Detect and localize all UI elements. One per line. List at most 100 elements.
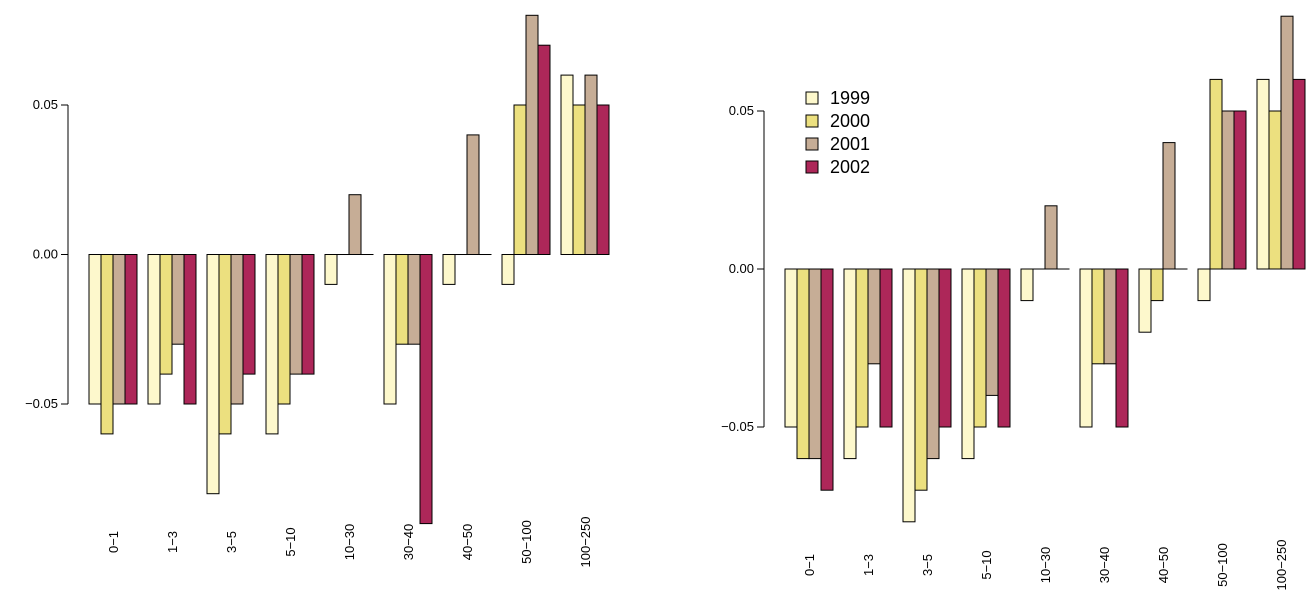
bar-1999-8 xyxy=(560,74,574,255)
bar-2002-3 xyxy=(997,268,1011,428)
bar-1999-5 xyxy=(1079,268,1093,428)
bar-2001-1 xyxy=(171,254,185,345)
bar-2000-5 xyxy=(1091,268,1105,365)
x-tick-label: 5−10 xyxy=(283,527,298,556)
bar-1999-6 xyxy=(1138,268,1152,333)
bar-2001-7 xyxy=(525,14,539,255)
bar-2001-4 xyxy=(348,194,362,255)
bar-2002-3 xyxy=(301,254,315,375)
chart-right: −0.05 0.00 0.05 0−1 1−3 3−5 5−10 10−30 30−40 40−5… xyxy=(721,15,1306,591)
bar-1999-1 xyxy=(147,254,161,405)
legend-swatch-2001 xyxy=(805,137,819,151)
bar-2002-7 xyxy=(537,44,551,256)
legend-label-2002: 2002 xyxy=(830,157,870,177)
bar-1999-6 xyxy=(442,254,456,285)
x-tick-label: 50−100 xyxy=(1215,543,1230,587)
bar-2000-2 xyxy=(914,268,928,491)
bar-2001-5 xyxy=(1103,268,1117,365)
bar-1999-8 xyxy=(1256,78,1270,270)
x-tick-label: 10−30 xyxy=(342,524,357,561)
x-tick-label: 40−50 xyxy=(1156,547,1171,584)
bar-2002-5 xyxy=(419,254,433,525)
bar-2000-3 xyxy=(973,268,987,428)
bar-2001-4 xyxy=(1044,205,1058,270)
bar-2002-5 xyxy=(1115,268,1129,428)
bar-2001-6 xyxy=(1162,142,1176,270)
y-tick-label: 0.05 xyxy=(729,103,754,118)
x-tick-label: 40−50 xyxy=(460,524,475,561)
bar-2002-0 xyxy=(124,254,138,405)
bar-2000-6 xyxy=(1150,268,1164,302)
bar-1999-0 xyxy=(784,268,798,428)
x-tick-label: 30−40 xyxy=(1097,547,1112,584)
bar-2001-1 xyxy=(867,268,881,365)
bar-1999-4 xyxy=(1020,268,1034,302)
bar-1999-2 xyxy=(206,254,220,495)
bar-2000-7 xyxy=(1209,78,1223,270)
bar-2000-3 xyxy=(277,254,291,405)
bar-1999-5 xyxy=(383,254,397,405)
bar-1999-7 xyxy=(1197,268,1211,302)
bar-1999-7 xyxy=(501,254,515,285)
y-tick-label: −0.05 xyxy=(25,396,58,411)
bar-2002-7 xyxy=(1233,110,1247,270)
x-tick-label: 30−40 xyxy=(401,524,416,561)
bar-2000-8 xyxy=(572,104,586,255)
x-tick-label: 100−250 xyxy=(578,517,593,568)
chart-left: −0.05 0.00 0.05 0−1 1−3 3−5 5−10 10−30 30−40 40−5… xyxy=(25,14,610,568)
y-tick-label: 0.00 xyxy=(33,247,58,262)
x-tick-label: 5−10 xyxy=(979,550,994,579)
x-tick-label: 1−3 xyxy=(165,531,180,553)
bar-2002-8 xyxy=(1292,78,1306,270)
bar-2001-0 xyxy=(808,268,822,460)
bar-2000-1 xyxy=(159,254,173,375)
bar-2000-0 xyxy=(796,268,810,460)
x-tick-label: 10−30 xyxy=(1038,547,1053,584)
legend: 1999 2000 2001 2002 xyxy=(805,88,870,177)
bar-2000-5 xyxy=(395,254,409,345)
bar-2001-2 xyxy=(926,268,940,460)
bar-2002-1 xyxy=(879,268,893,428)
y-tick-label: 0.00 xyxy=(729,261,754,276)
x-tick-label: 100−250 xyxy=(1274,540,1289,591)
bar-1999-1 xyxy=(843,268,857,460)
bar-2001-5 xyxy=(407,254,421,345)
bar-2002-2 xyxy=(242,254,256,375)
bar-2000-2 xyxy=(218,254,232,435)
x-tick-label: 0−1 xyxy=(802,554,817,576)
legend-swatch-2000 xyxy=(805,114,819,128)
bar-2000-8 xyxy=(1268,110,1282,270)
legend-label-2001: 2001 xyxy=(830,134,870,154)
bar-2000-1 xyxy=(855,268,869,428)
bar-1999-0 xyxy=(88,254,102,405)
bar-2001-7 xyxy=(1221,110,1235,270)
bar-2001-8 xyxy=(584,74,598,255)
bar-2002-0 xyxy=(820,268,834,491)
bar-2001-8 xyxy=(1280,15,1294,270)
y-tick-label: −0.05 xyxy=(721,419,754,434)
x-tick-label: 0−1 xyxy=(106,531,121,553)
bar-2002-2 xyxy=(938,268,952,428)
bar-2002-8 xyxy=(596,104,610,255)
y-tick-label: 0.05 xyxy=(33,97,58,112)
legend-label-1999: 1999 xyxy=(830,88,870,108)
x-tick-label: 3−5 xyxy=(920,554,935,576)
legend-swatch-1999 xyxy=(805,91,819,105)
bar-2001-2 xyxy=(230,254,244,405)
bar-2001-3 xyxy=(289,254,303,375)
x-tick-label: 1−3 xyxy=(861,554,876,576)
bar-1999-4 xyxy=(324,254,338,285)
x-tick-label: 3−5 xyxy=(224,531,239,553)
bar-1999-2 xyxy=(902,268,916,523)
bar-2000-7 xyxy=(513,104,527,255)
bar-2002-1 xyxy=(183,254,197,405)
bar-1999-3 xyxy=(265,254,279,435)
bar-2001-3 xyxy=(985,268,999,396)
bar-1999-3 xyxy=(961,268,975,460)
x-tick-label: 50−100 xyxy=(519,520,534,564)
bar-2000-0 xyxy=(100,254,114,435)
legend-label-2000: 2000 xyxy=(830,111,870,131)
bar-2001-6 xyxy=(466,134,480,255)
bar-2001-0 xyxy=(112,254,126,405)
